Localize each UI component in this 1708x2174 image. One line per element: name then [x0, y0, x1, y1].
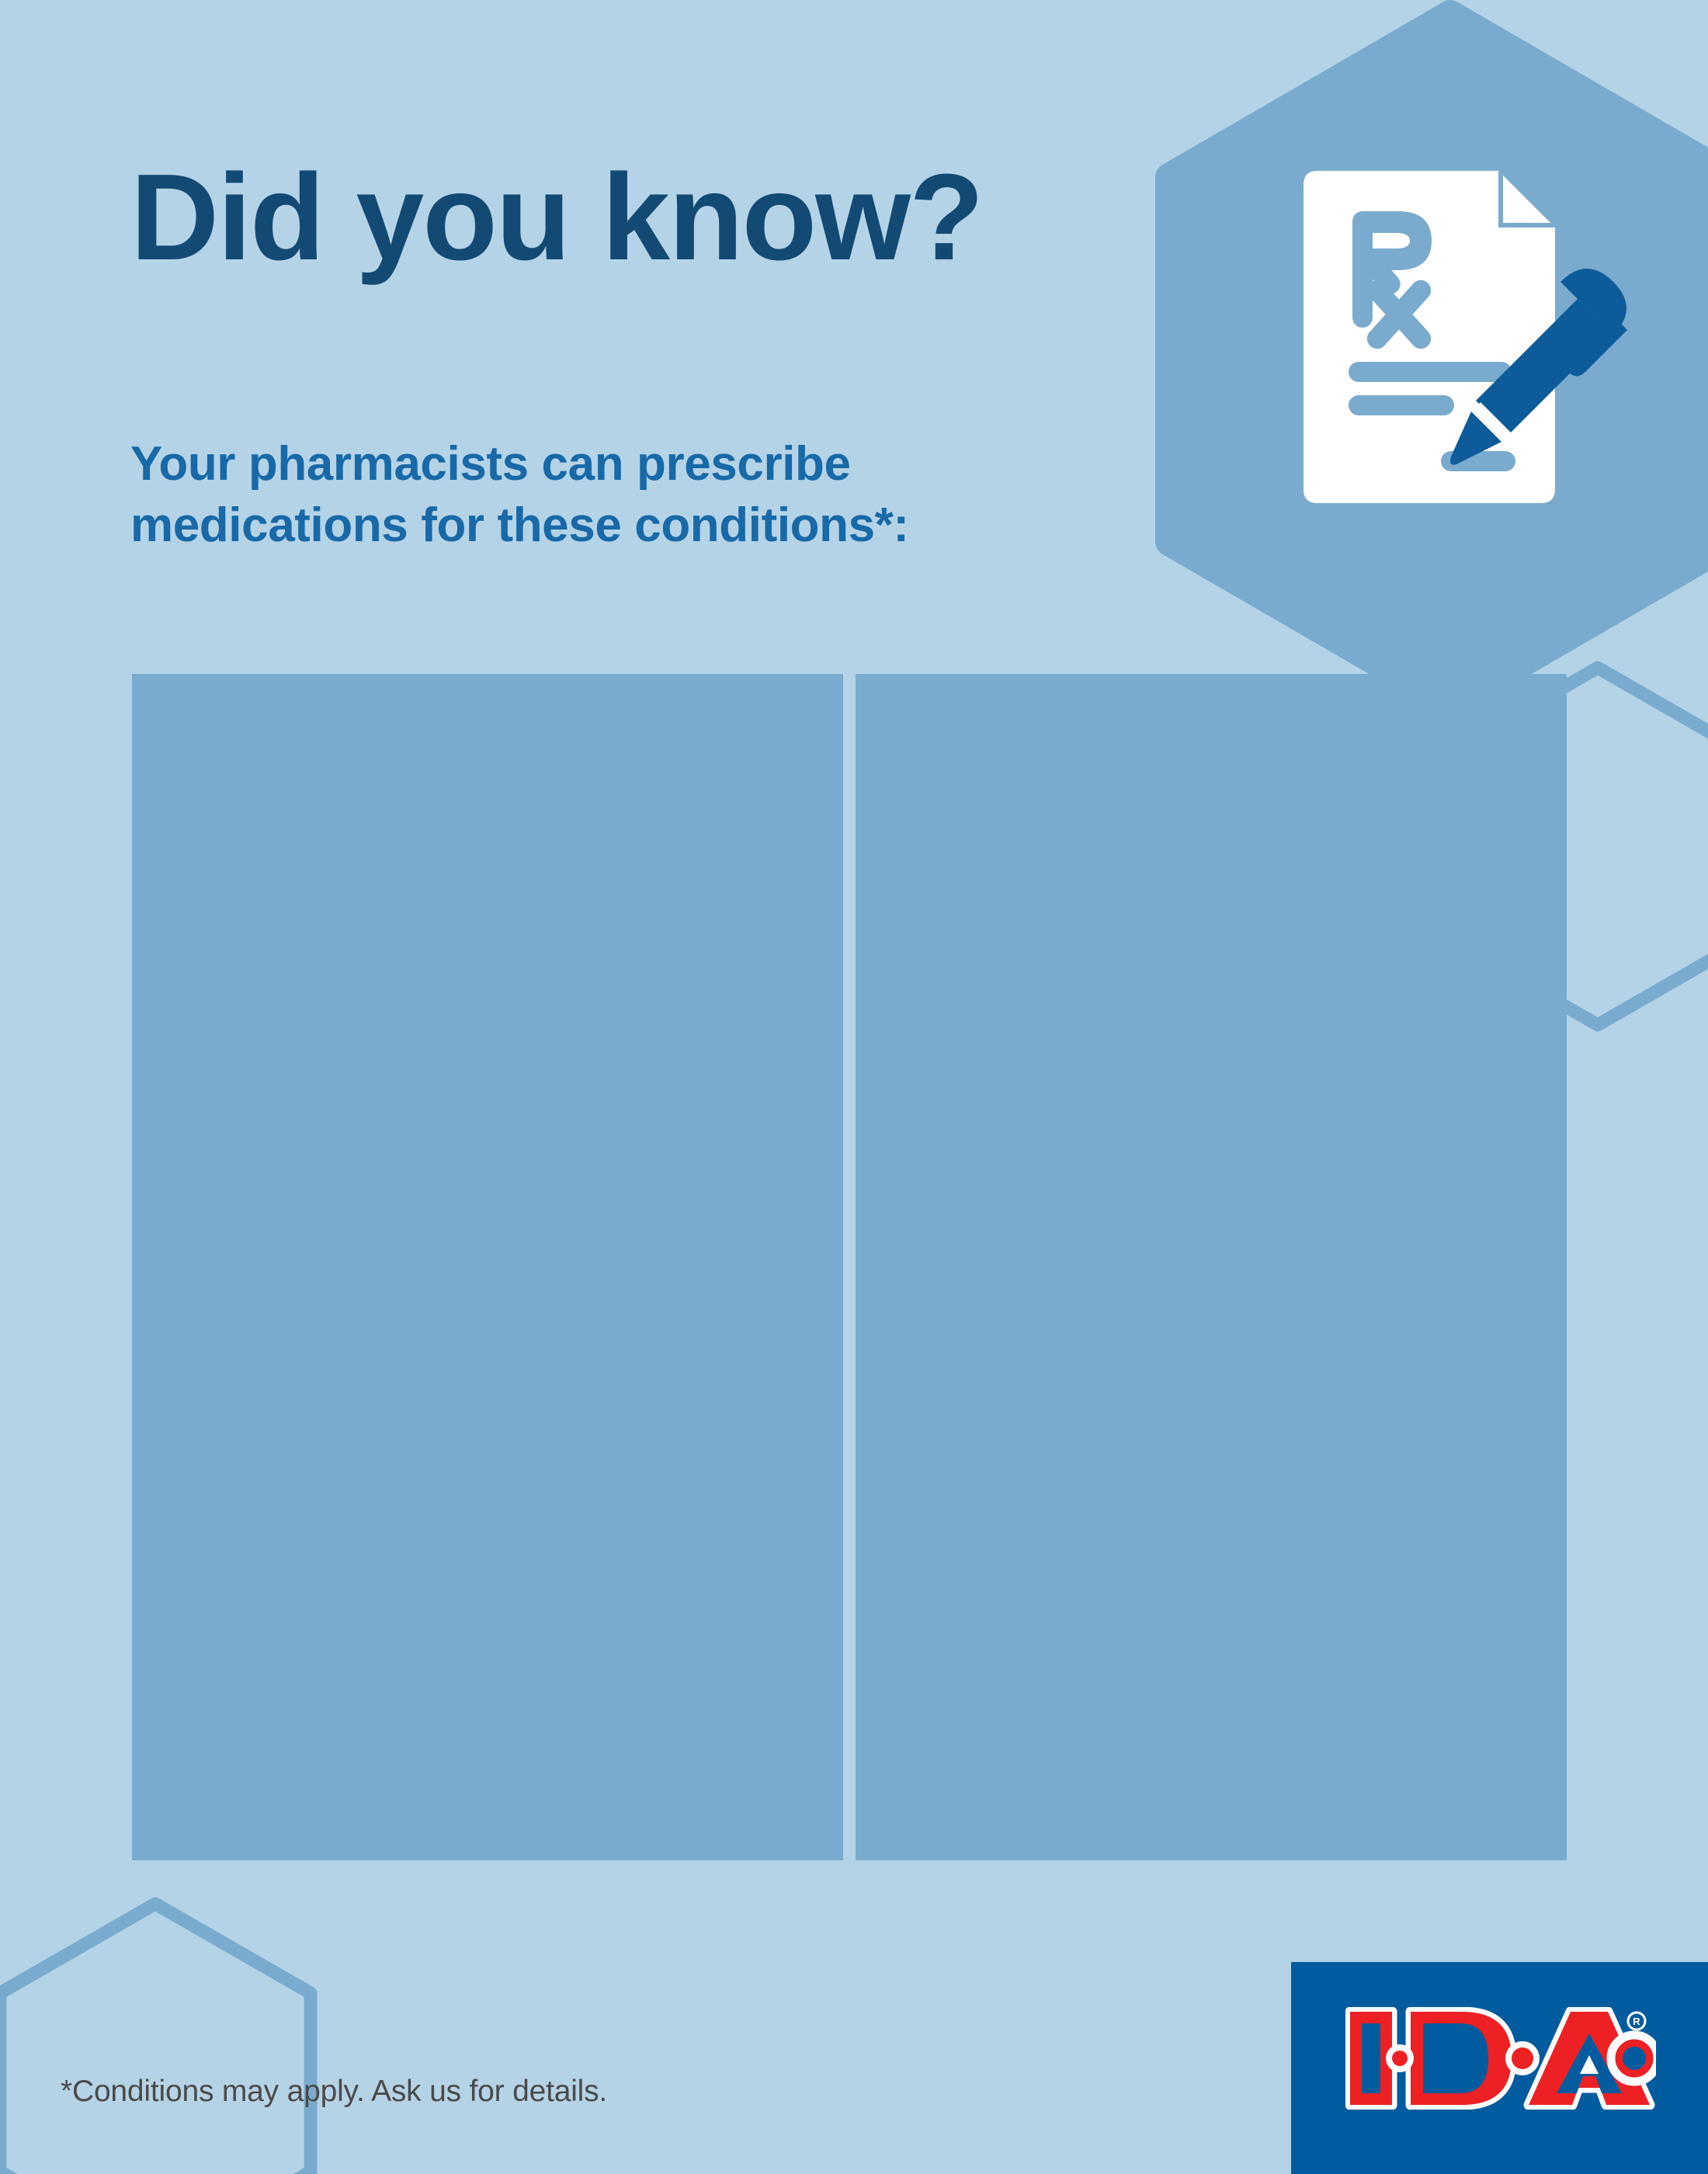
conditions-column-right: [856, 674, 1567, 1860]
svg-text:R: R: [1633, 2016, 1640, 2027]
pencil-icon: [1450, 269, 1627, 465]
document-signature-line: [1441, 451, 1515, 471]
document-text-line-1: [1349, 362, 1512, 382]
conditions-column-left: [132, 674, 843, 1860]
hexagon-outline-bottom-left-icon: [0, 1897, 318, 2174]
ida-logo-icon: R: [1345, 2007, 1656, 2110]
page-subtitle-line-1: Your pharmacists can prescribe: [130, 437, 851, 491]
page-title: Did you know?: [130, 149, 984, 286]
page-subtitle: Your pharmacists can prescribe medicatio…: [130, 433, 1109, 557]
registered-trademark-icon: R: [1626, 2011, 1647, 2031]
brand-logo-block: R: [1291, 1962, 1708, 2174]
conditions-panel-group: [132, 674, 1567, 1860]
prescription-document-icon: [1304, 171, 1555, 503]
page-subtitle-line-2: medications for these conditions*:: [130, 498, 909, 553]
document-text-line-2: [1349, 395, 1454, 415]
hexagon-badge-icon: [1155, 0, 1708, 719]
footnote-text: *Conditions may apply. Ask us for detail…: [61, 2075, 608, 2108]
